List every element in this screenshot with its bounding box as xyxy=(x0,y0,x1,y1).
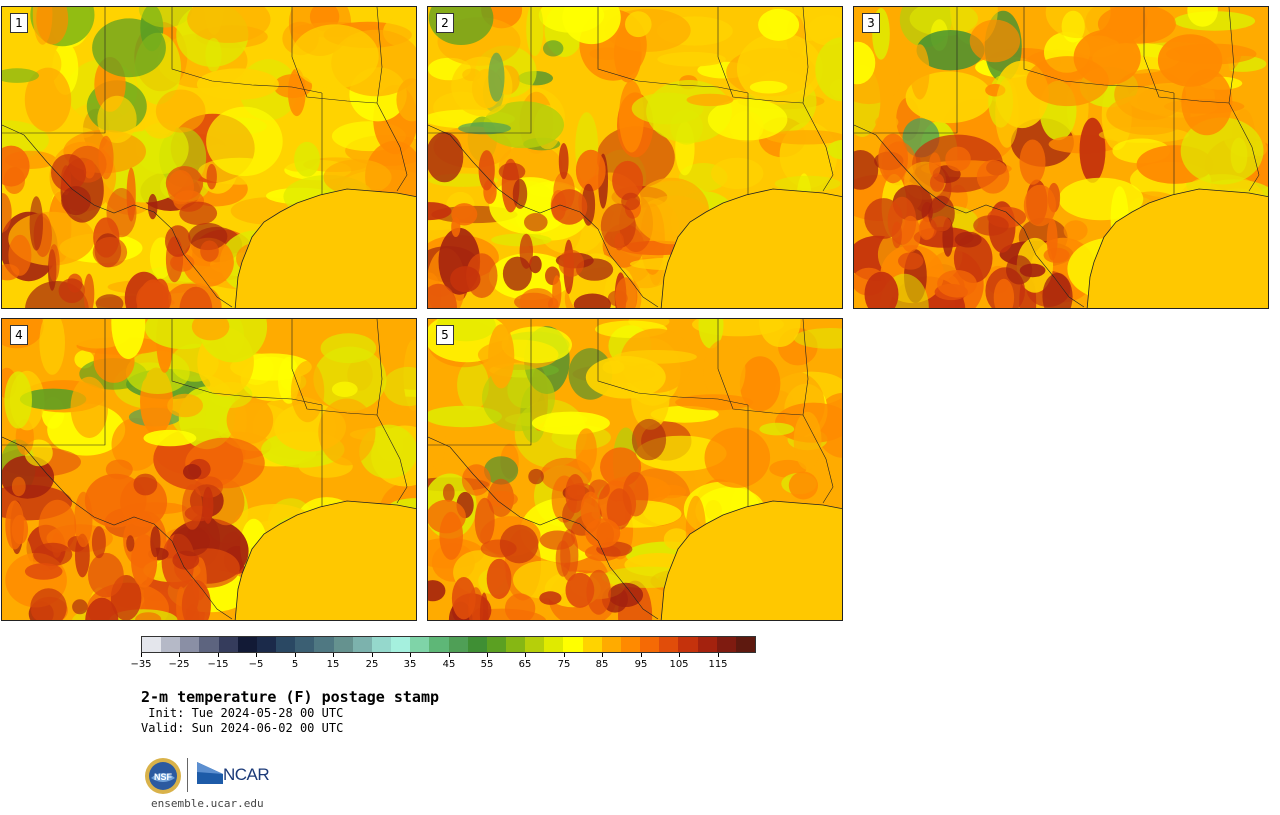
svg-text:NSF: NSF xyxy=(154,772,173,782)
colorbar-tick-label: −15 xyxy=(207,659,229,670)
member-panel-1: 1 xyxy=(1,6,417,309)
colorbar-tick xyxy=(449,653,450,657)
member-panel-4: 4 xyxy=(1,318,417,621)
colorbar-tick xyxy=(525,653,526,657)
member-label-1: 1 xyxy=(10,13,28,33)
colorbar-segment xyxy=(276,637,296,652)
colorbar-segment xyxy=(391,637,411,652)
website-url: ensemble.ucar.edu xyxy=(151,797,264,810)
colorbar-segment xyxy=(218,637,238,652)
colorbar-segment xyxy=(142,637,162,652)
colorbar-tick xyxy=(641,653,642,657)
colorbar-segment xyxy=(659,637,679,652)
member-panel-5: 5 xyxy=(427,318,843,621)
colorbar-tick-label: 115 xyxy=(708,659,728,670)
colorbar-tick-label: 55 xyxy=(480,659,494,670)
colorbar-tick-label: 15 xyxy=(326,659,340,670)
colorbar-segment xyxy=(295,637,315,652)
temperature-map-5 xyxy=(428,319,842,620)
colorbar-segment xyxy=(544,637,564,652)
member-panel-2: 2 xyxy=(427,6,843,309)
colorbar-segment xyxy=(333,637,353,652)
colorbar-tick-label: 85 xyxy=(595,659,609,670)
colorbar-segment xyxy=(640,637,660,652)
colorbar-segment xyxy=(505,637,526,652)
nsf-logo-icon: NSF xyxy=(145,758,181,794)
colorbar-segment xyxy=(467,637,487,652)
colorbar-tick xyxy=(372,653,373,657)
colorbar-tick-label: −5 xyxy=(248,659,264,670)
valid-time: Valid: Sun 2024-06-02 00 UTC xyxy=(141,721,344,735)
colorbar-segment xyxy=(525,637,545,652)
colorbar-segment xyxy=(371,637,392,652)
colorbar-ticks: −35 −25 −15 −5 5 15 25 35 45 55 65 75 85 95 105 115 xyxy=(130,653,756,673)
colorbar-segment xyxy=(620,637,641,652)
colorbar-segment xyxy=(582,637,602,652)
colorbar-tick-label: 5 xyxy=(291,659,299,670)
member-panel-3: 3 xyxy=(853,6,1269,309)
colorbar-segment xyxy=(601,637,621,652)
init-time: Init: Tue 2024-05-28 00 UTC xyxy=(141,706,344,720)
colorbar-segment xyxy=(716,637,736,652)
temperature-map-2 xyxy=(428,7,842,308)
colorbar-tick xyxy=(410,653,411,657)
caption: 2-m temperature (F) postage stamp Init: … xyxy=(141,688,439,736)
colorbar-tick xyxy=(218,653,219,657)
temperature-map-4 xyxy=(2,319,416,620)
colorbar-segment xyxy=(429,637,449,652)
colorbar-tick-label: 65 xyxy=(518,659,532,670)
colorbar-tick-label: 95 xyxy=(634,659,648,670)
colorbar-tick xyxy=(487,653,488,657)
colorbar-tick-label: 75 xyxy=(557,659,571,670)
colorbar-tick xyxy=(179,653,180,657)
temperature-colorbar xyxy=(141,636,756,653)
colorbar-segment xyxy=(161,637,181,652)
colorbar-tick xyxy=(679,653,680,657)
member-label-5: 5 xyxy=(436,325,454,345)
member-label-4: 4 xyxy=(10,325,28,345)
colorbar-segment xyxy=(237,637,257,652)
temperature-map-1 xyxy=(2,7,416,308)
colorbar-tick-label: 25 xyxy=(365,659,379,670)
colorbar-tick xyxy=(141,653,142,657)
colorbar-segment xyxy=(314,637,334,652)
colorbar-segment xyxy=(697,637,717,652)
colorbar-tick xyxy=(295,653,296,657)
colorbar-tick-label: 35 xyxy=(403,659,417,670)
colorbar-tick-label: 45 xyxy=(442,659,456,670)
colorbar-segment xyxy=(678,637,698,652)
colorbar-segment xyxy=(199,637,219,652)
member-label-3: 3 xyxy=(862,13,880,33)
colorbar-segment xyxy=(486,637,506,652)
colorbar-tick-label: 105 xyxy=(669,659,689,670)
colorbar-segment xyxy=(180,637,200,652)
colorbar-segment xyxy=(410,637,430,652)
colorbar-tick xyxy=(718,653,719,657)
temperature-map-3 xyxy=(854,7,1268,308)
colorbar-tick-label: −25 xyxy=(168,659,190,670)
logos: NSF NCAR xyxy=(143,756,283,796)
colorbar-segment xyxy=(735,637,755,652)
colorbar-tick xyxy=(564,653,565,657)
colorbar-segment xyxy=(352,637,372,652)
colorbar-segment xyxy=(256,637,277,652)
logo-divider xyxy=(187,758,188,792)
member-label-2: 2 xyxy=(436,13,454,33)
colorbar-segment xyxy=(448,637,468,652)
colorbar-tick xyxy=(333,653,334,657)
colorbar-tick-label: −35 xyxy=(130,659,152,670)
colorbar-segment xyxy=(563,637,583,652)
ncar-logo-text: NCAR xyxy=(223,765,270,784)
ncar-mark-icon xyxy=(197,762,223,784)
colorbar-tick xyxy=(256,653,257,657)
colorbar-tick xyxy=(602,653,603,657)
map-title: 2-m temperature (F) postage stamp xyxy=(141,688,440,706)
